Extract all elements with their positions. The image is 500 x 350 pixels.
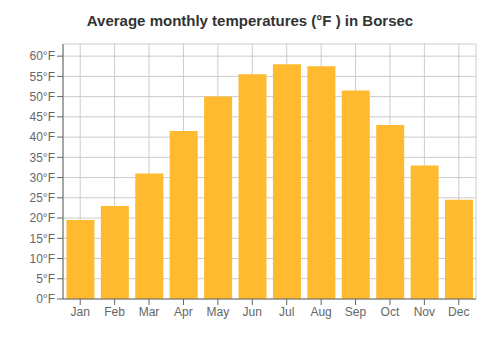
svg-text:Feb: Feb [104, 305, 125, 319]
svg-text:Dec: Dec [448, 305, 469, 319]
svg-text:Jul: Jul [279, 305, 294, 319]
svg-text:Nov: Nov [414, 305, 435, 319]
svg-text:50°F: 50°F [30, 90, 55, 104]
svg-text:25°F: 25°F [30, 191, 55, 205]
svg-text:May: May [207, 305, 230, 319]
svg-text:Mar: Mar [139, 305, 160, 319]
svg-text:40°F: 40°F [30, 130, 55, 144]
svg-text:Aug: Aug [310, 305, 331, 319]
svg-text:Jun: Jun [243, 305, 262, 319]
svg-text:60°F: 60°F [30, 49, 55, 63]
svg-text:5°F: 5°F [36, 272, 55, 286]
svg-text:0°F: 0°F [36, 292, 55, 306]
svg-text:30°F: 30°F [30, 171, 55, 185]
svg-text:Apr: Apr [174, 305, 193, 319]
svg-text:35°F: 35°F [30, 151, 55, 165]
svg-text:Sep: Sep [345, 305, 367, 319]
svg-text:Oct: Oct [381, 305, 400, 319]
svg-text:55°F: 55°F [30, 70, 55, 84]
svg-text:15°F: 15°F [30, 232, 55, 246]
svg-text:10°F: 10°F [30, 252, 55, 266]
html-text:Average monthly temperatures (: Average monthly temperatures (°F ) in Bo… [86, 12, 414, 29]
svg-text:20°F: 20°F [30, 211, 55, 225]
svg-text:45°F: 45°F [30, 110, 55, 124]
svg-text:Jan: Jan [71, 305, 90, 319]
